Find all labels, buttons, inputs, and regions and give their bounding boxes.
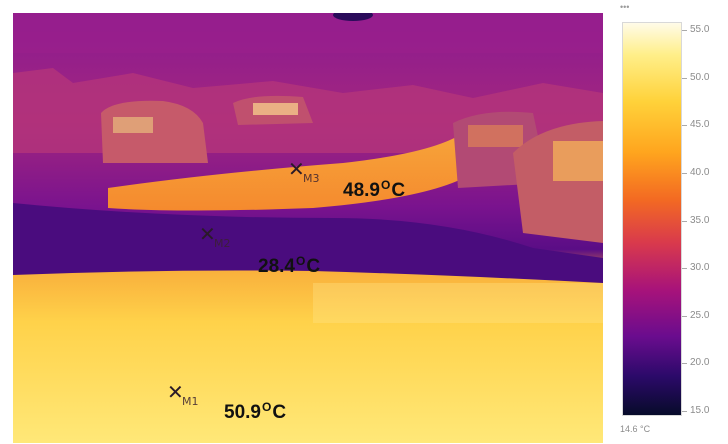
crosshair-icon: ✕ [167, 380, 184, 404]
scale-tick [682, 268, 687, 270]
scale-tick-label: 15.0 [690, 405, 710, 416]
scale-tick-label: 25.0 [690, 309, 710, 321]
scale-top-label: ••• [620, 2, 630, 12]
scene-dark-spot [333, 13, 373, 21]
temperature-reading-m1: 50.9OC [224, 400, 287, 424]
scene-car-right-1-window [468, 125, 523, 147]
reading-value: 48.9 [343, 180, 380, 201]
marker-tag: M2 [214, 237, 231, 250]
scene-shadow [13, 203, 603, 288]
scene-sky [13, 13, 603, 53]
scale-tick [682, 220, 687, 222]
reading-value: 50.9 [224, 402, 261, 423]
scale-tick-label: 20.0 [690, 357, 710, 369]
scale-tick [682, 30, 687, 31]
scale-tick-label: 40.0 [690, 166, 710, 178]
thermal-image [13, 13, 603, 443]
scale-tick-label: 50.0 [690, 71, 710, 83]
scale-min-label: 14.6 °C [620, 424, 651, 434]
scale-tick [682, 315, 687, 317]
scale-tick [682, 125, 687, 127]
crosshair-icon: ✕ [199, 222, 216, 246]
crosshair-icon: ✕ [288, 157, 305, 181]
scale-tick [682, 77, 687, 79]
degree-symbol: O [261, 400, 272, 414]
marker-tag: M1 [182, 395, 199, 408]
scene-car-left [101, 100, 208, 163]
scene-car-left-window [113, 117, 153, 133]
scene-pavement-highlight [313, 283, 603, 323]
scene-pavement [13, 270, 603, 443]
temperature-reading-m2: 28.4OC [258, 254, 321, 278]
scene-car-right-2-window [553, 141, 603, 181]
degree-symbol: O [380, 178, 391, 192]
color-scale: ••• 55.0 50.0 45.0 40.0 35.0 30.0 25.0 20.0 15.0… [612, 0, 728, 444]
reading-unit: C [391, 180, 406, 201]
reading-unit: C [272, 402, 287, 423]
scale-tick-label: 35.0 [690, 214, 710, 226]
temperature-reading-m3: 48.9OC [343, 178, 406, 202]
marker-tag: M3 [303, 172, 320, 185]
scale-tick [682, 172, 687, 174]
scene-parking-lot [108, 133, 473, 211]
scale-tick-label: 55.0 [690, 24, 710, 35]
thermal-scene [13, 13, 603, 443]
reading-unit: C [306, 256, 321, 277]
scene-car-mid-window [253, 103, 298, 115]
scale-tick [682, 411, 687, 412]
degree-symbol: O [295, 254, 306, 268]
scale-tick-label: 30.0 [690, 262, 710, 274]
scale-tick [682, 363, 687, 365]
color-scale-bar [622, 22, 682, 416]
reading-value: 28.4 [258, 256, 295, 277]
scale-tick-label: 45.0 [690, 119, 710, 131]
